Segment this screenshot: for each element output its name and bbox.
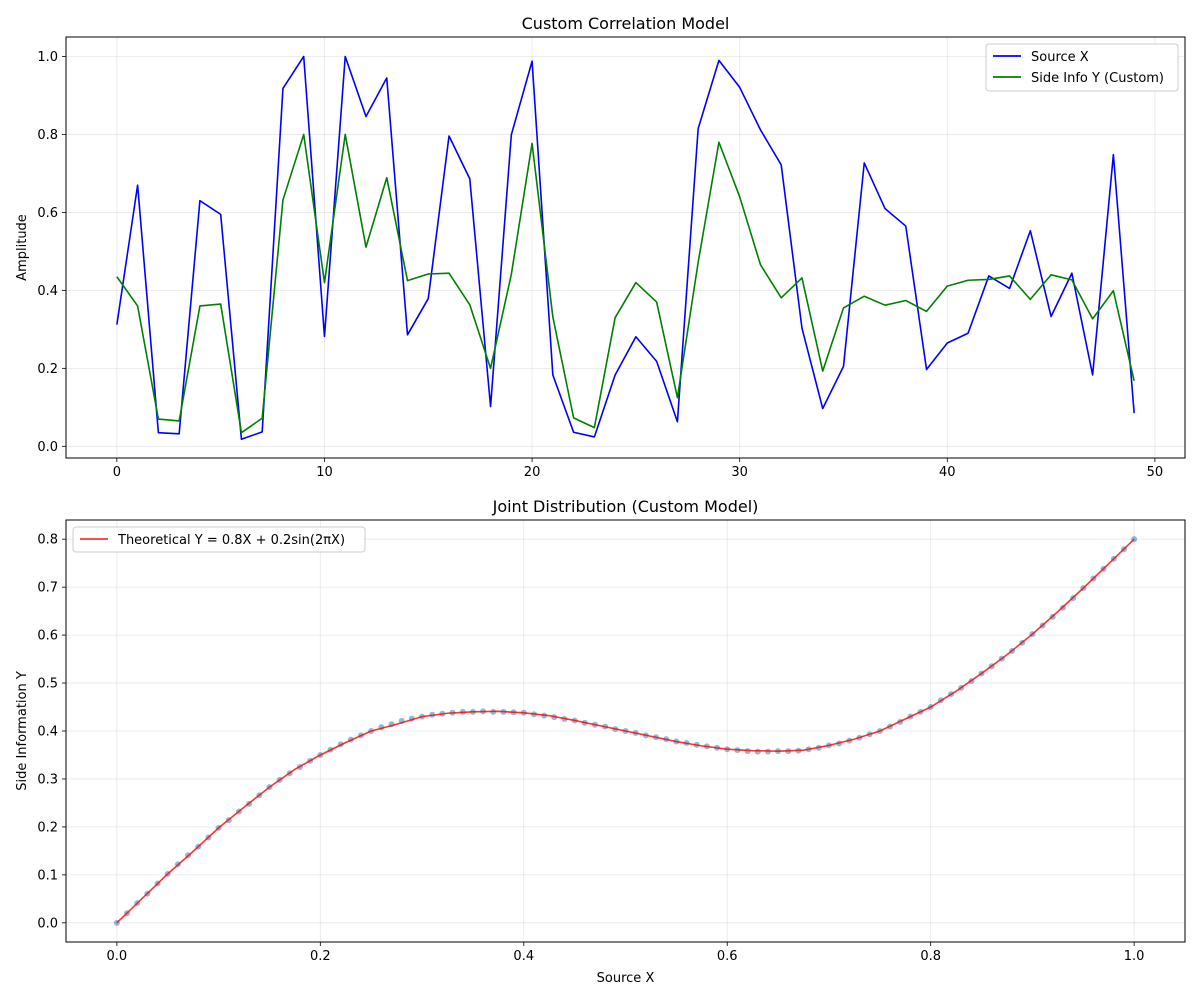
y-tick-label: 0.2: [37, 362, 58, 377]
y-tick-label: 0.6: [37, 206, 58, 221]
legend-box: [985, 43, 1179, 92]
y-tick-label: 0.2: [37, 820, 58, 835]
y-tick-label: 0.4: [37, 284, 58, 299]
y-tick-label: 0.8: [37, 533, 58, 548]
y-tick-label: 0.0: [37, 440, 58, 455]
chart-title: Custom Correlation Model: [522, 14, 730, 33]
theoretical-curve-group: [116, 538, 1135, 924]
x-tick-label: 0: [113, 465, 121, 480]
legend-box: [72, 526, 366, 553]
x-axis-ticks: 0.0 0.2 0.4 0.6 0.8 1.0: [107, 942, 1145, 964]
y-tick-label: 0.0: [37, 916, 58, 931]
scatter-chart: Joint Distribution (Custom Model) 0.0 0.2…: [15, 497, 1186, 986]
chart-title: Joint Distribution (Custom Model): [492, 497, 759, 516]
scatter-point: [754, 748, 761, 755]
y-axis-label: Amplitude: [15, 214, 30, 281]
legend-label-side-info-y: Side Info Y (Custom): [1031, 71, 1164, 86]
legend: Source X Side Info Y (Custom): [985, 43, 1179, 92]
series-line-side-info-y: [116, 133, 1135, 434]
x-axis-label: Source X: [597, 971, 655, 986]
grid: [66, 520, 1185, 942]
y-axis-ticks: 0.0 0.1 0.2 0.3 0.4 0.5 0.6 0.7 0.8: [37, 533, 66, 931]
x-axis-ticks: 0 10 20 30 40 50: [113, 458, 1163, 480]
y-tick-label: 0.8: [37, 128, 58, 143]
x-tick-label: 1.0: [1124, 949, 1145, 964]
legend-label-theoretical: Theoretical Y = 0.8X + 0.2sin(2πX): [117, 533, 345, 548]
y-axis-label: Side Information Y: [15, 671, 30, 791]
y-tick-label: 1.0: [37, 50, 58, 65]
y-tick-label: 0.3: [37, 772, 58, 787]
y-tick-label: 0.6: [37, 629, 58, 644]
x-tick-label: 40: [939, 465, 956, 480]
series-group: [116, 55, 1135, 441]
y-axis-ticks: 0.0 0.2 0.4 0.6 0.8 1.0: [37, 50, 66, 455]
x-tick-label: 0.0: [107, 949, 128, 964]
plot-frame: [65, 36, 1186, 459]
x-tick-label: 0.8: [920, 949, 941, 964]
theoretical-curve-line: [116, 538, 1135, 924]
x-tick-label: 0.2: [310, 949, 331, 964]
legend-label-source-x: Source X: [1031, 50, 1089, 65]
x-tick-label: 50: [1147, 465, 1164, 480]
series-line-source-x: [116, 55, 1135, 441]
x-tick-label: 20: [524, 465, 541, 480]
x-tick-label: 0.4: [513, 949, 534, 964]
legend: Theoretical Y = 0.8X + 0.2sin(2πX): [72, 526, 366, 553]
y-tick-label: 0.5: [37, 677, 58, 692]
line-chart: Custom Correlation Model 0 10 20 30 40 50 0.0…: [15, 14, 1186, 480]
x-tick-label: 10: [316, 465, 333, 480]
y-tick-label: 0.1: [37, 868, 58, 883]
x-tick-label: 0.6: [717, 949, 738, 964]
x-tick-label: 30: [731, 465, 748, 480]
y-tick-label: 0.4: [37, 725, 58, 740]
y-tick-label: 0.7: [37, 581, 58, 596]
